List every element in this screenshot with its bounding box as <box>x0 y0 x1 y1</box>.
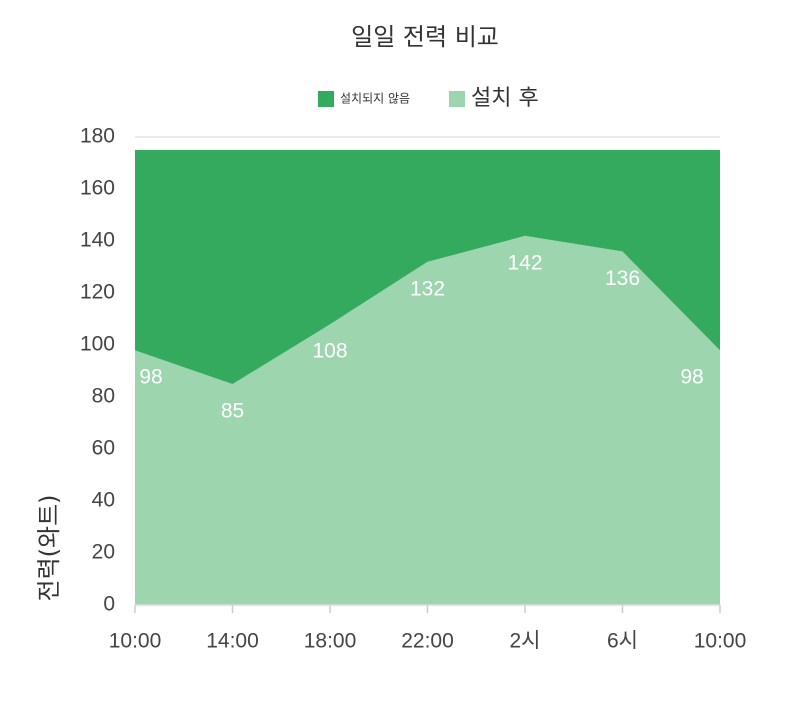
data-label: 136 <box>605 267 640 290</box>
y-tick-label: 40 <box>92 489 115 512</box>
x-tick-label: 2시 <box>510 630 541 653</box>
data-label: 85 <box>221 400 244 423</box>
legend-swatch <box>449 91 465 107</box>
chart-title: 일일 전력 비교 <box>351 23 499 51</box>
y-tick-label: 160 <box>80 177 115 200</box>
y-tick-label: 80 <box>92 385 115 408</box>
x-tick-label: 22:00 <box>401 630 454 653</box>
x-tick-label: 10:00 <box>694 630 747 653</box>
y-tick-label: 100 <box>80 333 115 356</box>
data-label: 98 <box>680 366 703 389</box>
y-tick-label: 20 <box>92 541 115 564</box>
legend-label: 설치 후 <box>471 86 539 111</box>
y-tick-label: 0 <box>103 593 115 616</box>
y-tick-label: 140 <box>80 229 115 252</box>
data-label: 98 <box>139 366 162 389</box>
y-tick-label: 180 <box>80 125 115 148</box>
area <box>135 235 720 606</box>
data-label: 142 <box>507 251 542 274</box>
legend-label: 설치되지 않음 <box>340 92 410 106</box>
y-tick-label: 120 <box>80 281 115 304</box>
x-tick-label: 14:00 <box>206 630 259 653</box>
legend-swatch <box>318 91 334 107</box>
data-label: 108 <box>312 340 347 363</box>
x-tick-label: 6시 <box>607 630 638 653</box>
data-label: 132 <box>410 277 445 300</box>
y-tick-label: 60 <box>92 437 115 460</box>
x-tick-label: 18:00 <box>304 630 357 653</box>
y-axis-label: 전력(와트) <box>35 494 63 601</box>
x-tick-label: 10:00 <box>109 630 162 653</box>
